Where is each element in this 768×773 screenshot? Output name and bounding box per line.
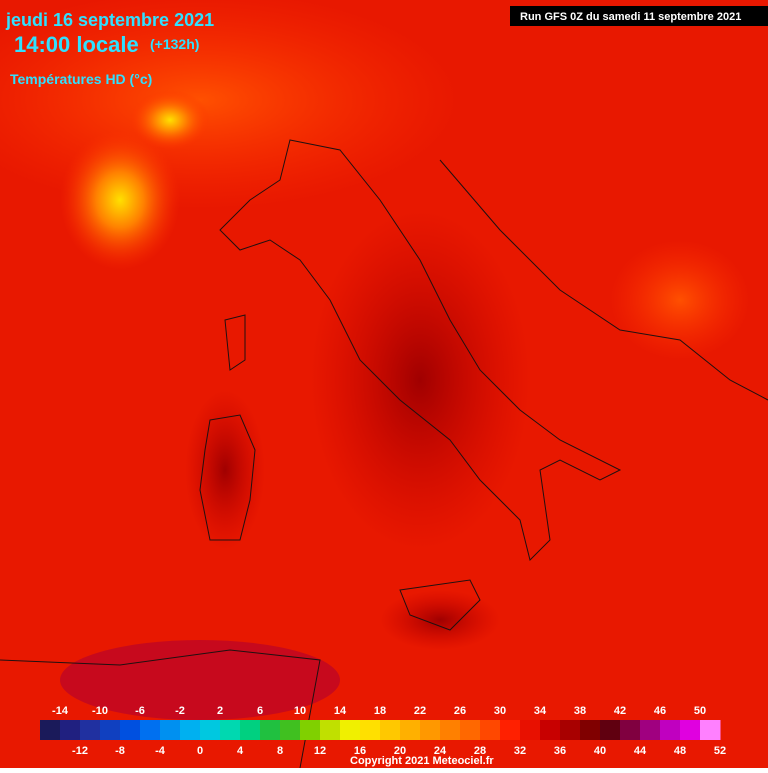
legend-tick-label: 14: [334, 705, 347, 717]
legend-swatch: [240, 720, 261, 740]
legend-swatch: [80, 720, 101, 740]
legend-tick-label: 48: [674, 745, 686, 757]
legend-swatch: [540, 720, 561, 740]
legend-tick-label: 12: [314, 745, 326, 757]
legend-tick-label: 2: [217, 705, 223, 717]
legend-swatch: [360, 720, 381, 740]
coastline: [0, 649, 321, 769]
legend: -14 -10 -6 -2 2 6 10 14 18 22 26 30 34 38 42 46 50-12 -8-…: [40, 705, 726, 757]
legend-tick-label: -6: [135, 705, 145, 717]
time: 14:00 locale: [14, 32, 139, 57]
legend-tick-label: -4: [155, 745, 166, 757]
legend-swatch: [200, 720, 221, 740]
legend-tick-label: 34: [534, 705, 547, 717]
coastline: [199, 414, 256, 541]
coastline: [224, 314, 246, 371]
legend-swatch: [620, 720, 641, 740]
legend-swatch: [560, 720, 581, 740]
legend-tick-label: 30: [494, 705, 506, 717]
legend-tick-label: 22: [414, 705, 426, 717]
legend-tick-label: 10: [294, 705, 306, 717]
legend-tick-label: 44: [634, 745, 647, 757]
legend-tick-label: -10: [92, 705, 108, 717]
legend-swatch: [480, 720, 501, 740]
field-name: Températures HD (°c): [10, 71, 152, 87]
legend-swatch: [440, 720, 461, 740]
legend-tick-label: -8: [115, 745, 125, 757]
legend-tick-label: 6: [257, 705, 263, 717]
sicily-hot: [380, 590, 500, 650]
sardinia-hot: [185, 390, 265, 550]
date: jeudi 16 septembre 2021: [5, 10, 214, 30]
legend-swatch: [640, 720, 661, 740]
legend-tick-label: 50: [694, 705, 706, 717]
legend-tick-label: -12: [72, 745, 88, 757]
legend-swatch: [60, 720, 81, 740]
legend-swatch: [380, 720, 401, 740]
legend-swatch: [660, 720, 681, 740]
legend-tick-label: 18: [374, 705, 386, 717]
legend-swatch: [460, 720, 481, 740]
legend-swatch: [520, 720, 541, 740]
legend-tick-label: 32: [514, 745, 526, 757]
legend-swatch: [120, 720, 141, 740]
legend-swatch: [140, 720, 161, 740]
legend-tick-label: 24: [434, 745, 447, 757]
legend-tick-label: 36: [554, 745, 566, 757]
legend-tick-label: 46: [654, 705, 666, 717]
legend-tick-label: 38: [574, 705, 586, 717]
legend-swatch: [400, 720, 421, 740]
run-info: Run GFS 0Z du samedi 11 septembre 2021: [520, 11, 741, 23]
legend-swatch: [280, 720, 301, 740]
legend-tick-label: 20: [394, 745, 406, 757]
legend-tick-label: 4: [237, 745, 244, 757]
legend-swatch: [40, 720, 61, 740]
coastline: [219, 139, 622, 561]
legend-tick-label: 16: [354, 745, 366, 757]
legend-tick-label: 40: [594, 745, 606, 757]
legend-swatch: [600, 720, 621, 740]
africa-hot: [60, 640, 340, 720]
legend-tick-label: 28: [474, 745, 486, 757]
legend-swatch: [340, 720, 361, 740]
legend-swatch: [180, 720, 201, 740]
coastline: [399, 579, 481, 631]
coastline: [439, 159, 768, 401]
legend-tick-label: 0: [197, 745, 203, 757]
italy-hot: [310, 210, 530, 550]
copyright: Copyright 2021 Meteociel.fr: [350, 755, 494, 767]
lead-time: (+132h): [150, 36, 199, 52]
alps-zone: [130, 90, 210, 150]
alps-zone: [60, 130, 180, 270]
legend-swatch: [220, 720, 241, 740]
legend-swatch: [300, 720, 321, 740]
legend-tick-label: 42: [614, 705, 626, 717]
legend-tick-label: -2: [175, 705, 185, 717]
legend-tick-label: 52: [714, 745, 726, 757]
legend-swatch: [680, 720, 701, 740]
legend-swatch: [420, 720, 441, 740]
legend-swatch: [700, 720, 721, 740]
legend-tick-label: -14: [52, 705, 69, 717]
legend-swatch: [320, 720, 341, 740]
legend-swatch: [160, 720, 181, 740]
run-box: [510, 6, 768, 26]
legend-swatch: [260, 720, 281, 740]
legend-swatch: [500, 720, 521, 740]
legend-swatch: [100, 720, 121, 740]
warm-zone: [610, 240, 750, 360]
legend-tick-label: 26: [454, 705, 466, 717]
legend-tick-label: 8: [277, 745, 283, 757]
legend-swatch: [580, 720, 601, 740]
